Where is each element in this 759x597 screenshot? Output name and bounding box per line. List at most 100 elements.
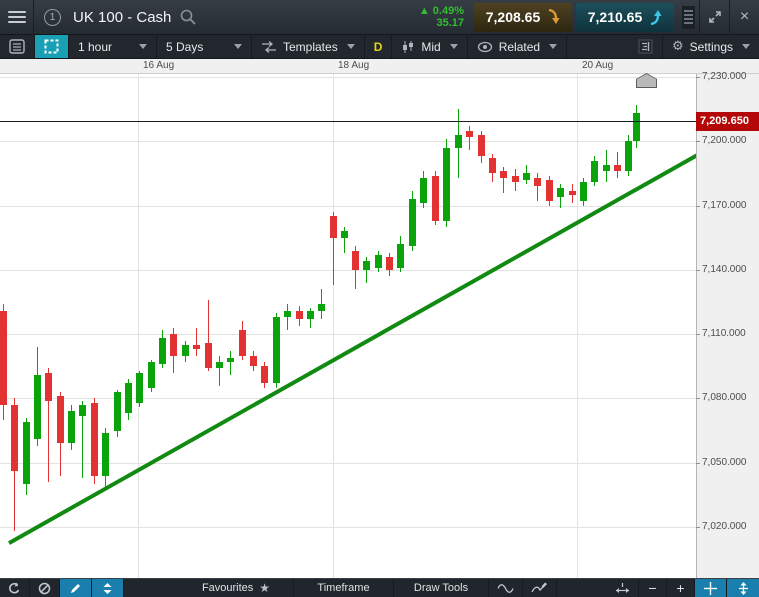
buy-price-button[interactable]: 7,210.65 (576, 2, 674, 32)
price-chart[interactable]: 7,230.000 7,200.000 7,170.000 7,140.000 7,11… (0, 59, 759, 578)
sell-arrow-down-icon (548, 9, 560, 24)
wave-curve-icon (497, 583, 514, 593)
instrument-title: UK 100 - Cash (73, 8, 172, 26)
up-down-arrows-icon (103, 582, 112, 594)
sort-arrows-button[interactable] (92, 579, 124, 597)
change-up-icon: ▲ (418, 5, 430, 17)
y-gridline (0, 334, 696, 336)
disable-drawing-button[interactable] (30, 579, 60, 597)
gear-icon: ⚙ (671, 39, 684, 54)
candle-body (101, 432, 109, 476)
trendline[interactable] (8, 153, 696, 545)
templates-label: Templates (283, 39, 338, 54)
sell-price-button[interactable]: 7,208.65 (474, 2, 572, 32)
favourites-button[interactable]: Favourites ★ (179, 579, 294, 597)
timeframe-button[interactable]: Timeframe (294, 579, 394, 597)
draw-tools-label: Draw Tools (413, 582, 469, 594)
horizontal-scale-button[interactable] (607, 579, 639, 597)
candle-body (317, 304, 325, 311)
chevron-down-icon (742, 44, 750, 49)
candle-body (556, 188, 564, 197)
vertical-scale-button[interactable] (727, 579, 759, 597)
freehand-tool-button[interactable] (523, 579, 557, 597)
favourites-label: Favourites (201, 582, 254, 594)
current-price-line (0, 120, 696, 122)
range-dropdown[interactable]: 5 Days (157, 35, 252, 58)
candle-body (488, 158, 496, 174)
candle-body (408, 199, 416, 247)
price-change: ▲ 0.49% 35.17 (419, 5, 464, 29)
y-axis-tick (696, 462, 700, 464)
chart-toolbar: 1 hour 5 Days Templates D Mid (0, 35, 759, 59)
zoom-in-button[interactable]: + (667, 579, 695, 597)
price-axis[interactable] (696, 74, 759, 578)
candle-body (340, 231, 348, 238)
candle-body (632, 113, 640, 142)
drag-handle[interactable] (682, 5, 695, 29)
candle-body (260, 366, 268, 384)
zoom-out-button[interactable]: − (639, 579, 667, 597)
current-price-badge: 7,209.650 (696, 111, 759, 131)
candle-body (78, 404, 86, 416)
layout-grid-button[interactable] (35, 35, 69, 58)
expand-window-button[interactable] (699, 0, 729, 35)
pencil-icon (71, 583, 80, 593)
y-axis-tick (696, 141, 700, 143)
alert-marker[interactable] (636, 73, 657, 88)
candle-body (362, 261, 370, 270)
close-window-button[interactable]: × (729, 0, 759, 35)
templates-dropdown[interactable]: Templates (252, 35, 365, 58)
candle-body (579, 181, 587, 202)
hamburger-menu-button[interactable] (0, 0, 34, 35)
vertical-arrows-icon (738, 581, 748, 595)
chart-list-button[interactable] (0, 35, 35, 58)
price-source-value: Mid (421, 39, 441, 54)
freehand-draw-icon (531, 582, 547, 593)
candle-body (351, 250, 359, 270)
pattern-tool-button[interactable] (489, 579, 523, 597)
crosshair-button[interactable] (695, 579, 727, 597)
buy-price: 7,210.65 (587, 9, 643, 25)
list-icon (9, 39, 25, 54)
y-gridline (0, 77, 696, 78)
horizontal-arrows-icon (616, 583, 629, 593)
x-axis-label: 18 Aug (338, 60, 370, 71)
candle-wick (195, 327, 197, 356)
related-label: Related (498, 39, 541, 54)
daily-toggle-label: D (373, 39, 383, 54)
price-source-dropdown[interactable]: Mid (392, 35, 468, 58)
y-axis-tick (696, 526, 700, 528)
candle-body (226, 357, 234, 362)
y-gridline (0, 205, 696, 207)
candle-body (522, 173, 530, 180)
chevron-down-icon (449, 44, 458, 49)
candle-body (568, 190, 576, 195)
order-ladder-button[interactable] (629, 35, 663, 58)
candle-body (590, 160, 598, 182)
related-dropdown[interactable]: Related (468, 35, 568, 58)
draw-tools-button[interactable]: Draw Tools (394, 579, 489, 597)
candle-body (624, 141, 632, 172)
candle-body (385, 256, 393, 270)
daily-toggle-button[interactable]: D (365, 35, 393, 58)
interval-dropdown[interactable]: 1 hour (69, 35, 157, 58)
candle-body (329, 216, 337, 238)
reset-chart-button[interactable] (0, 579, 30, 597)
date-axis-strip (0, 59, 759, 74)
candle-body (511, 175, 519, 182)
draw-mode-button[interactable] (60, 579, 92, 597)
candle-body (44, 372, 52, 401)
search-icon[interactable] (179, 8, 197, 26)
candle-body (192, 344, 200, 350)
dashed-grid-icon (44, 39, 59, 54)
candle-body (283, 310, 291, 317)
settings-dropdown[interactable]: ⚙ Settings (663, 35, 759, 58)
candle-body (533, 177, 541, 187)
alert-marker-fill (637, 74, 656, 87)
candle-body (465, 130, 473, 137)
candle-body (204, 342, 212, 369)
instrument-number-badge: 1 (44, 8, 61, 26)
y-gridline (0, 269, 696, 271)
y-axis-tick (696, 398, 700, 400)
